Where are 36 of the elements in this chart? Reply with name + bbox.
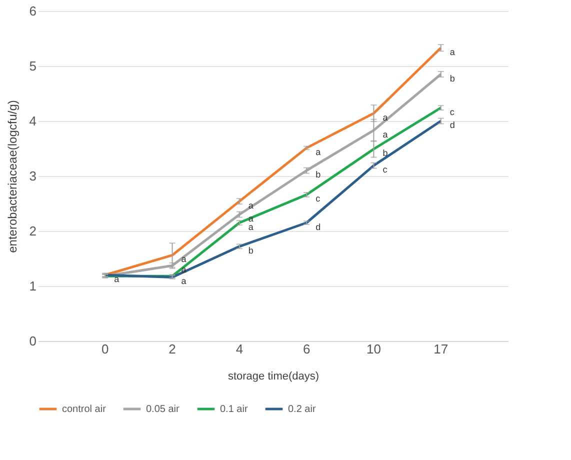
data-label: a	[181, 264, 186, 275]
data-label: d	[316, 222, 321, 232]
data-label: a	[181, 276, 186, 286]
legend-label: control air	[62, 404, 107, 415]
x-axis-title: storage time(days)	[228, 370, 320, 382]
data-label: a	[382, 112, 388, 122]
y-tick-label: 4	[29, 114, 36, 128]
data-label: c	[382, 164, 388, 175]
data-label: a	[316, 146, 321, 157]
x-tick-label: 0	[102, 342, 109, 356]
data-label: a	[181, 254, 186, 264]
data-label: b	[316, 170, 321, 180]
data-label: c	[450, 106, 455, 117]
y-tick-label: 2	[29, 224, 36, 238]
x-tick-label: 10	[366, 342, 381, 356]
data-label: c	[316, 194, 321, 204]
y-tick-label: 6	[29, 4, 36, 18]
x-tick-label: 6	[302, 342, 310, 356]
x-tick-label: 17	[434, 342, 448, 356]
y-tick-label: 1	[29, 278, 36, 294]
data-label: b	[248, 245, 254, 256]
y-tick-label: 3	[29, 168, 36, 184]
y-axis-title: enterobacteriaceae(logcfu/g)	[5, 100, 20, 253]
data-label: a	[248, 222, 254, 232]
y-tick-label: 5	[29, 58, 36, 74]
legend-label: 0.05 air	[146, 404, 180, 415]
x-tick-label: 2	[168, 342, 176, 356]
data-label: b	[382, 148, 388, 158]
data-label: a	[382, 129, 388, 140]
data-label: d	[450, 120, 455, 130]
data-label: a	[248, 200, 254, 210]
legend-label: 0.1 air	[220, 404, 248, 415]
x-tick-label: 4	[236, 342, 244, 356]
data-label: a	[450, 46, 455, 57]
data-label: b	[450, 73, 455, 84]
legend-label: 0.2 air	[288, 404, 316, 415]
